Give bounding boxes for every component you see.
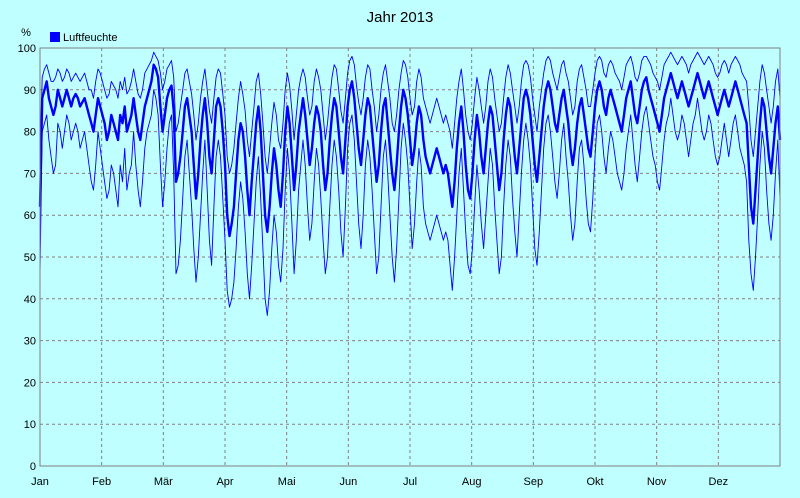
y-tick-label: 10 xyxy=(24,419,36,431)
y-tick-label: 100 xyxy=(18,43,36,55)
legend-label: Luftfeuchte xyxy=(63,32,117,44)
grid-lines xyxy=(40,48,780,466)
x-tick-label: Apr xyxy=(216,476,233,488)
x-tick-label: Mär xyxy=(154,476,173,488)
x-tick-label: Nov xyxy=(647,476,667,488)
series-line-daily-mean xyxy=(38,63,782,238)
y-axis-unit: % xyxy=(21,27,31,39)
y-tick-label: 60 xyxy=(24,210,36,222)
x-tick-label: Jan xyxy=(31,476,49,488)
x-tick-label: Okt xyxy=(586,476,603,488)
y-tick-label: 30 xyxy=(24,336,36,348)
y-tick-label: 50 xyxy=(24,252,36,264)
x-tick-labels: Jan Feb Mär Apr Mai Jun Jul Aug Sep Okt Nov Dez xyxy=(31,476,728,488)
plot-frame xyxy=(39,47,781,467)
y-tick-label: 80 xyxy=(24,127,36,139)
y-tick-label: 40 xyxy=(24,294,36,306)
x-tick-label: Sep xyxy=(524,476,544,488)
series-line-daily-max xyxy=(39,51,781,174)
x-tick-label: Jul xyxy=(403,476,417,488)
x-tick-label: Mai xyxy=(278,476,296,488)
chart-title: Jahr 2013 xyxy=(367,9,434,26)
x-tick-label: Jun xyxy=(339,476,357,488)
x-tick-label: Dez xyxy=(709,476,729,488)
y-tick-labels: 0 10 20 30 40 50 60 70 80 90 100 xyxy=(18,43,36,473)
legend-swatch xyxy=(50,32,60,42)
y-tick-label: 70 xyxy=(24,168,36,180)
y-tick-label: 90 xyxy=(24,85,36,97)
series-lines xyxy=(38,51,782,316)
y-tick-label: 0 xyxy=(30,461,36,473)
y-tick-label: 20 xyxy=(24,377,36,389)
x-tick-label: Feb xyxy=(92,476,111,488)
series-line-daily-min xyxy=(39,89,781,316)
x-tick-label: Aug xyxy=(462,476,482,488)
